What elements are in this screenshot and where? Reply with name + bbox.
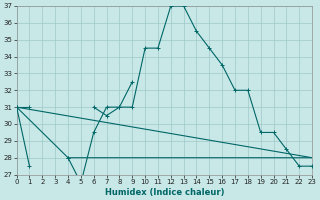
X-axis label: Humidex (Indice chaleur): Humidex (Indice chaleur) [105, 188, 224, 197]
